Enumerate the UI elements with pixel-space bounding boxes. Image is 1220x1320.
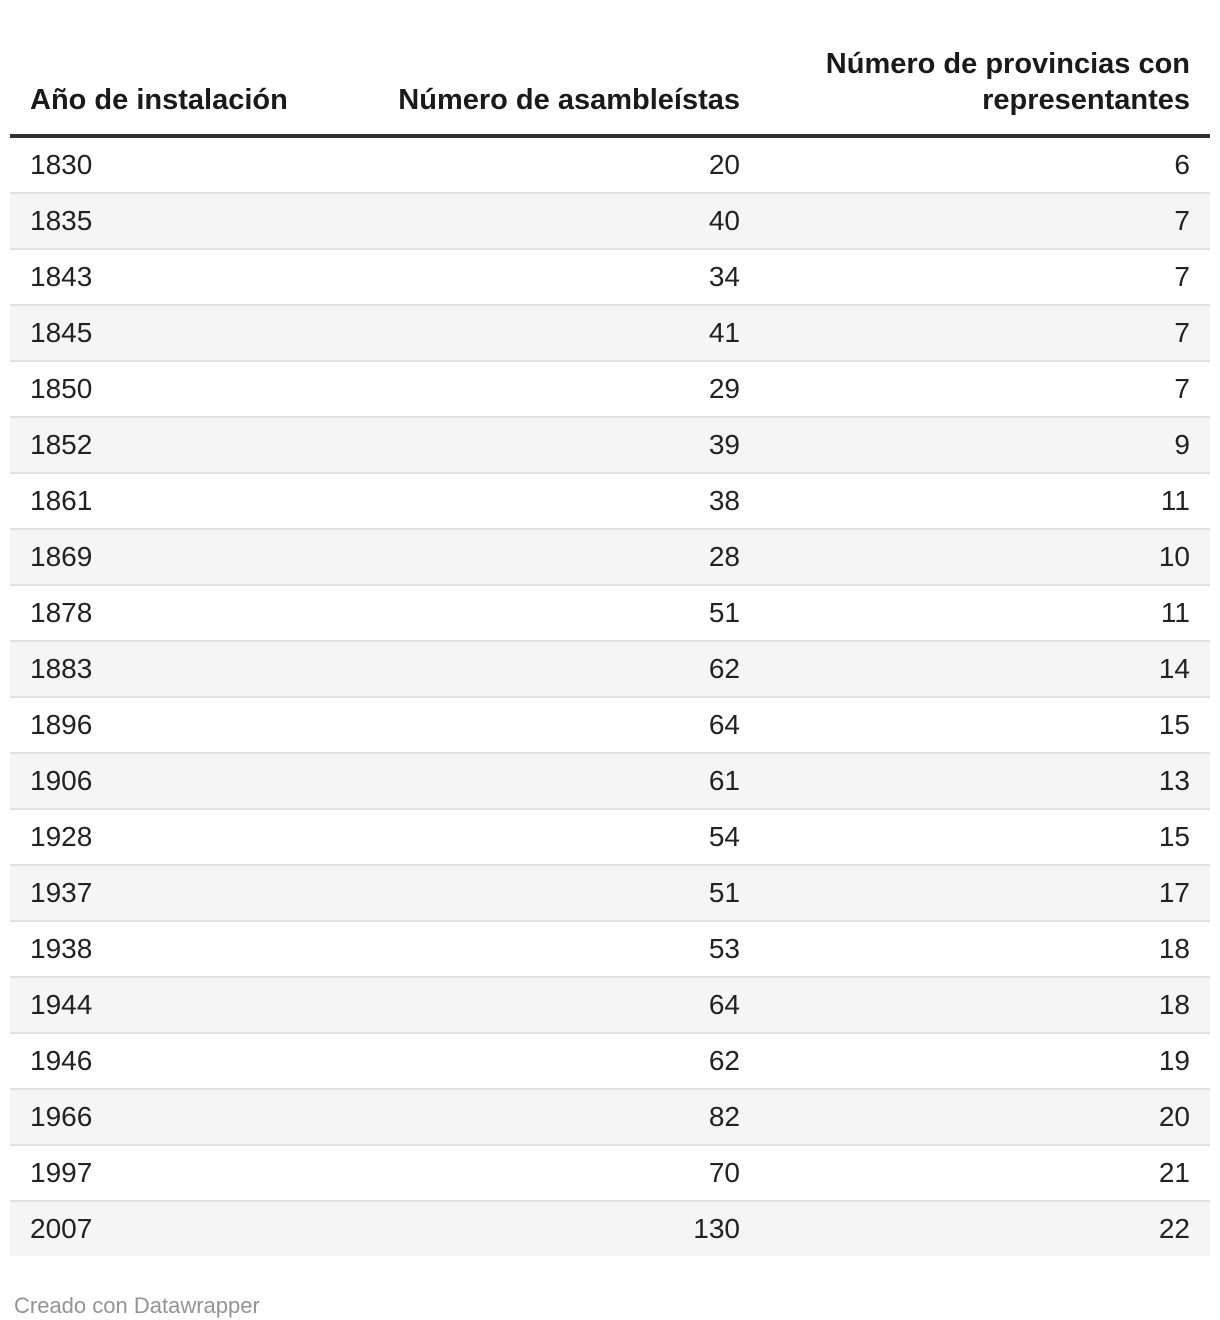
table-row: 1861 38 11 [10, 472, 1210, 529]
table-row: 1906 61 13 [10, 752, 1210, 809]
table-cell: 1845 [10, 304, 370, 361]
table-cell: 1852 [10, 416, 370, 473]
table-cell: 17 [760, 864, 1210, 921]
table-cell: 34 [370, 248, 760, 305]
table-cell: 7 [760, 248, 1210, 305]
table-cell: 20 [708, 149, 740, 180]
table-cell: 1850 [10, 360, 370, 417]
table-cell: 1938 [10, 920, 370, 977]
table-cell: 10 [760, 528, 1210, 585]
table-cell: 1830 [30, 149, 93, 180]
header-cell: Número de provincias con representantes [760, 40, 1210, 138]
table-row: 2007 130 22 [10, 1200, 1210, 1256]
table-cell: 54 [370, 808, 760, 865]
table-cell: 9 [760, 416, 1210, 473]
table-cell: 1843 [10, 248, 370, 305]
table-cell: 1946 [10, 1032, 370, 1089]
table-cell: 1966 [10, 1088, 370, 1145]
table-row: 1835 40 7 [10, 192, 1210, 249]
table-cell: 64 [370, 696, 760, 753]
table-cell: 28 [370, 528, 760, 585]
table-cell: 1937 [10, 864, 370, 921]
table-cell: 20 [760, 1088, 1210, 1145]
table-cell: 38 [370, 472, 760, 529]
table-cell: 1878 [10, 584, 370, 641]
table-body: 1830 20 6 1835 40 7 1843 34 7 1845 41 7 1850 29 7 1852 3… [10, 136, 1210, 1256]
table-cell: 6 [1174, 149, 1190, 180]
table-cell: 18 [760, 976, 1210, 1033]
table-row: 1843 34 7 [10, 248, 1210, 305]
table-cell: 19 [760, 1032, 1210, 1089]
table-row: 1869 28 10 [10, 528, 1210, 585]
table-cell: 64 [370, 976, 760, 1033]
table-cell: 15 [760, 696, 1210, 753]
table-cell: 1861 [10, 472, 370, 529]
table-row: 1937 51 17 [10, 864, 1210, 921]
table-cell: 70 [370, 1144, 760, 1201]
table-cell: 1896 [10, 696, 370, 753]
attribution-footer: Creado con Datawrapper [14, 1293, 260, 1318]
table-cell: 41 [370, 304, 760, 361]
table-row: 1883 62 14 [10, 640, 1210, 697]
table-cell: 1906 [10, 752, 370, 809]
table-cell: 1869 [10, 528, 370, 585]
table-cell: 13 [760, 752, 1210, 809]
table-cell: 29 [370, 360, 760, 417]
table-cell: 53 [370, 920, 760, 977]
table-cell: 14 [760, 640, 1210, 697]
table-cell: 7 [760, 304, 1210, 361]
table-cell: 2007 [10, 1200, 370, 1256]
table-cell: 11 [760, 584, 1210, 641]
data-table: Año de instalación Número de asambleístas… [10, 40, 1210, 1256]
table-cell: 82 [370, 1088, 760, 1145]
table-cell: 18 [760, 920, 1210, 977]
table-cell: 22 [760, 1200, 1210, 1256]
table-row: 1944 64 18 [10, 976, 1210, 1033]
table-row: 1946 62 19 [10, 1032, 1210, 1089]
table-cell: 11 [760, 472, 1210, 529]
table-row: 1878 51 11 [10, 584, 1210, 641]
table-cell: 40 [370, 192, 760, 249]
table-row: 1896 64 15 [10, 696, 1210, 753]
table-row: 1845 41 7 [10, 304, 1210, 361]
table-cell: 1928 [10, 808, 370, 865]
table-cell: 62 [370, 1032, 760, 1089]
table-cell: 1835 [10, 192, 370, 249]
table-row: 1830 20 6 [10, 136, 1210, 193]
table-cell: 7 [760, 192, 1210, 249]
table-cell: 39 [370, 416, 760, 473]
table-row: 1928 54 15 [10, 808, 1210, 865]
table-row: 1997 70 21 [10, 1144, 1210, 1201]
table-cell: 51 [370, 864, 760, 921]
header-row: Año de instalación Número de asambleístas… [10, 40, 1210, 138]
table-row: 1850 29 7 [10, 360, 1210, 417]
table-cell: 1883 [10, 640, 370, 697]
table-cell: 21 [760, 1144, 1210, 1201]
header-cell: Número de asambleístas [370, 40, 760, 138]
table-row: 1966 82 20 [10, 1088, 1210, 1145]
table-cell: 1944 [10, 976, 370, 1033]
table-cell: 7 [760, 360, 1210, 417]
table-header: Año de instalación Número de asambleístas… [10, 40, 1210, 138]
table-cell: 61 [370, 752, 760, 809]
table-cell: 15 [760, 808, 1210, 865]
table-row: 1938 53 18 [10, 920, 1210, 977]
header-cell: Año de instalación [10, 40, 370, 138]
table-row: 1852 39 9 [10, 416, 1210, 473]
table-cell: 62 [370, 640, 760, 697]
table-cell: 51 [370, 584, 760, 641]
table-cell: 1997 [10, 1144, 370, 1201]
table-cell: 130 [370, 1200, 760, 1256]
